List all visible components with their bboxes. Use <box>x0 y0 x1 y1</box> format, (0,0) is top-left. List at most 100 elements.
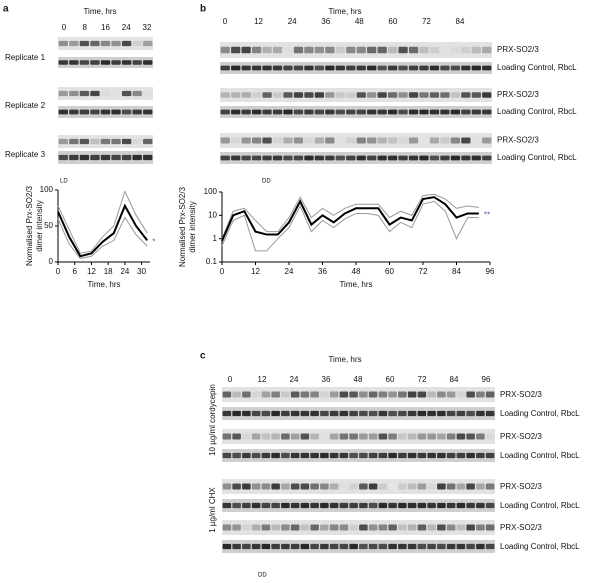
blot-band <box>466 524 475 531</box>
blot-band <box>281 452 290 459</box>
blot-band <box>417 524 427 531</box>
blot-band <box>90 90 100 97</box>
blot-band <box>398 137 408 144</box>
blot-band <box>367 155 377 161</box>
replicate-label: Replicate 2 <box>5 101 46 110</box>
blot-band <box>251 46 262 54</box>
blot-band <box>339 502 349 509</box>
blot-band <box>339 543 349 550</box>
blot-band <box>461 92 471 98</box>
blot-band <box>407 483 417 490</box>
blot-band <box>429 46 440 54</box>
blot-band <box>290 391 300 398</box>
blot-band <box>482 92 492 98</box>
blot-band <box>398 410 407 417</box>
blot-band <box>335 92 345 98</box>
blot-band <box>482 65 492 71</box>
blot-band <box>262 65 272 71</box>
blot-band <box>251 92 262 98</box>
blot-band <box>398 391 407 398</box>
blot-band <box>220 137 230 144</box>
blot-band <box>79 40 90 47</box>
row-label: Loading Control, RbcL <box>500 451 580 460</box>
blot-band <box>283 92 293 98</box>
blot-band <box>429 137 440 144</box>
row-label: Loading Control, RbcL <box>497 153 577 162</box>
blot-band <box>304 92 314 98</box>
x-tick-label: 36 <box>318 267 327 276</box>
blot-band <box>429 109 440 115</box>
blot-band <box>90 60 100 65</box>
blot-band <box>476 433 485 440</box>
treatment-label: 1 µg/ml CHX <box>208 487 217 533</box>
blot-band <box>90 138 100 145</box>
blot-band <box>427 452 436 459</box>
time-tick-label: 96 <box>482 375 491 384</box>
blot-band <box>398 65 408 71</box>
blot-band <box>378 433 388 440</box>
blot-band <box>466 433 475 440</box>
blot-band <box>387 46 398 54</box>
blot-band <box>367 65 377 71</box>
blot-band <box>293 92 304 98</box>
blot-band <box>242 483 251 490</box>
blot-band <box>417 502 427 509</box>
blot-band <box>346 65 356 71</box>
blot-band <box>300 410 310 417</box>
blot-band <box>456 543 466 550</box>
blot-band <box>349 543 358 550</box>
blot-band <box>241 137 251 144</box>
blot-band <box>349 483 358 490</box>
annotation: * <box>152 238 155 247</box>
blot-band <box>368 433 378 440</box>
blot-band <box>387 155 398 161</box>
blot-band <box>111 60 121 65</box>
blot-band <box>69 109 79 115</box>
blot-band <box>388 391 397 398</box>
blot-band <box>446 410 456 417</box>
blot-band <box>79 90 90 97</box>
row-label: PRX-SO2/3 <box>500 432 542 441</box>
blot-band <box>427 433 436 440</box>
blot-band <box>262 155 272 161</box>
blot-band <box>241 46 251 54</box>
blot-band <box>232 502 241 509</box>
blot-band <box>251 137 262 144</box>
blot-band <box>335 46 345 54</box>
blot-band <box>320 524 329 531</box>
blot-band <box>69 154 79 161</box>
blot-band <box>466 543 475 550</box>
blot-band <box>314 92 325 98</box>
blot-band <box>58 154 68 161</box>
blot-band <box>251 502 261 509</box>
blot-band <box>290 433 300 440</box>
blot-band <box>359 543 368 550</box>
blot-band <box>417 391 427 398</box>
blot-band <box>262 46 272 54</box>
blot-band <box>368 502 378 509</box>
blot-band <box>417 410 427 417</box>
time-tick-label: 12 <box>254 17 263 26</box>
blot-band <box>293 109 304 115</box>
blot-band <box>398 433 407 440</box>
row-label: PRX-SO2/3 <box>500 482 542 491</box>
blot <box>220 42 492 58</box>
blot-band <box>419 137 429 144</box>
blot-band <box>437 391 446 398</box>
time-label: Time, hrs <box>328 7 361 16</box>
blot-band <box>304 65 314 71</box>
blot-band <box>90 40 100 47</box>
blot-band <box>437 524 446 531</box>
blot-band <box>378 502 388 509</box>
blot-band <box>407 433 417 440</box>
blot-band <box>69 60 79 65</box>
blot-band <box>456 502 466 509</box>
blot-band <box>466 391 475 398</box>
blot-band <box>241 65 251 71</box>
blot-band <box>220 46 230 54</box>
blot-band <box>262 92 272 98</box>
panel-letter: a <box>3 4 9 15</box>
time-tick-label: 84 <box>456 17 465 26</box>
blot-band <box>359 483 368 490</box>
blot-band <box>261 391 271 398</box>
